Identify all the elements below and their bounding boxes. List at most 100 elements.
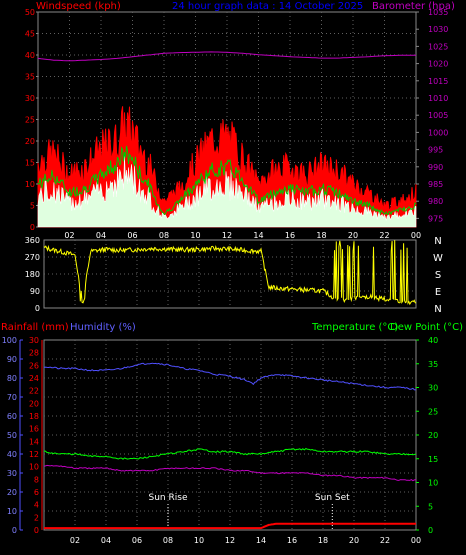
compass-label: N bbox=[434, 236, 441, 247]
time-tick-label: 14 bbox=[256, 536, 266, 545]
dewpoint-axis-title: Dew Point (°C) bbox=[390, 322, 463, 333]
sunset-label: Sun Set bbox=[315, 493, 350, 503]
direction-tick-label: 360 bbox=[25, 236, 40, 245]
time-tick-label: 16 bbox=[285, 231, 295, 240]
time-tick-label: 00 bbox=[411, 536, 421, 545]
rainfall-tick-label: 4 bbox=[34, 501, 39, 510]
temperature-tick-label: 0 bbox=[428, 526, 433, 535]
rainfall-tick-label: 22 bbox=[29, 387, 39, 396]
barometer-tick-label: 1010 bbox=[428, 94, 448, 103]
grid bbox=[44, 340, 416, 530]
windspeed-tick-labels: 0 5 10 15 20 25 30 35 40 45 50 bbox=[25, 8, 38, 232]
windspeed-tick-label: 20 bbox=[25, 137, 35, 146]
compass-label: E bbox=[435, 287, 441, 298]
temperature-tick-label: 30 bbox=[428, 384, 438, 393]
barometer-line bbox=[37, 51, 416, 62]
time-tick-label: 12 bbox=[222, 231, 232, 240]
windspeed-light-area bbox=[37, 155, 417, 228]
time-tick-labels: 02 04 06 08 10 12 14 16 18 20 22 00 bbox=[70, 536, 421, 545]
temperature-tick-label: 10 bbox=[428, 479, 438, 488]
compass-label: N bbox=[434, 304, 441, 315]
windspeed-tick-label: 5 bbox=[30, 202, 35, 211]
time-tick-labels: 02 04 06 08 10 12 14 16 18 20 22 00 bbox=[64, 231, 421, 240]
barometer-tick-label: 980 bbox=[428, 197, 443, 206]
temperature-line bbox=[44, 447, 417, 460]
windspeed-average-line bbox=[37, 145, 417, 216]
humidity-tick-label: 60 bbox=[7, 412, 17, 421]
time-tick-label: 04 bbox=[96, 231, 106, 240]
time-tick-label: 10 bbox=[190, 231, 200, 240]
barometer-tick-label: 975 bbox=[428, 214, 443, 223]
rainfall-tick-label: 14 bbox=[29, 437, 39, 446]
time-tick-label: 20 bbox=[348, 231, 358, 240]
humidity-tick-label: 30 bbox=[7, 469, 17, 478]
barometer-series bbox=[37, 51, 416, 62]
windspeed-tick-label: 15 bbox=[25, 159, 35, 168]
rainfall-tick-label: 6 bbox=[34, 488, 39, 497]
time-tick-label: 20 bbox=[349, 536, 359, 545]
time-tick-label: 08 bbox=[159, 231, 169, 240]
time-tick-label: 04 bbox=[101, 536, 111, 545]
humidity-tick-label: 100 bbox=[2, 336, 17, 345]
barometer-tick-label: 1035 bbox=[428, 8, 448, 17]
time-tick-label: 18 bbox=[318, 536, 328, 545]
direction-tick-label: 270 bbox=[25, 253, 40, 262]
temperature-axis-title: Temperature (°C) bbox=[311, 322, 398, 333]
barometer-tick-label: 1020 bbox=[428, 60, 448, 69]
windspeed-axis-title: Windspeed (kph) bbox=[36, 1, 121, 12]
compass-label: S bbox=[435, 270, 441, 281]
time-tick-label: 02 bbox=[64, 231, 74, 240]
rainfall-tick-label: 24 bbox=[29, 374, 39, 383]
barometer-tick-label: 1015 bbox=[428, 77, 448, 86]
time-tick-label: 08 bbox=[163, 536, 173, 545]
windspeed-tick-label: 30 bbox=[25, 94, 35, 103]
temperature-tick-label: 5 bbox=[428, 502, 433, 511]
humidity-tick-label: 90 bbox=[7, 355, 17, 364]
series-lines bbox=[43, 362, 417, 530]
barometer-tick-labels: 975 980 985 990 995 1000 1005 1010 1015 1020 1025 1… bbox=[416, 8, 448, 223]
humidity-tick-label: 0 bbox=[12, 526, 17, 535]
time-tick-label: 06 bbox=[127, 231, 137, 240]
windspeed-tick-label: 10 bbox=[25, 180, 35, 189]
rainfall-tick-label: 30 bbox=[29, 336, 39, 345]
wind-direction-series bbox=[43, 240, 417, 306]
grid bbox=[44, 240, 416, 308]
humidity-axis-title: Humidity (%) bbox=[70, 322, 136, 333]
temp-humidity-rain-panel: Sun Rise Sun Set 0102030405060708090100 … bbox=[2, 336, 438, 545]
rainfall-tick-label: 8 bbox=[34, 475, 39, 484]
time-tick-label: 02 bbox=[70, 536, 80, 545]
rainfall-tick-label: 10 bbox=[29, 463, 39, 472]
humidity-tick-label: 40 bbox=[7, 450, 17, 459]
windspeed-tick-label: 50 bbox=[25, 8, 35, 17]
rainfall-tick-label: 16 bbox=[29, 425, 39, 434]
rainfall-tick-label: 26 bbox=[29, 361, 39, 370]
rainfall-tick-label: 2 bbox=[34, 513, 39, 522]
sunrise-label: Sun Rise bbox=[149, 493, 188, 503]
windspeed-light-series bbox=[37, 155, 417, 228]
rainfall-tick-label: 12 bbox=[29, 450, 39, 459]
barometer-tick-label: 995 bbox=[428, 146, 443, 155]
temperature-tick-label: 35 bbox=[428, 360, 438, 369]
wind-direction-line bbox=[43, 240, 417, 306]
humidity-tick-label: 70 bbox=[7, 393, 17, 402]
temperature-tick-label: 40 bbox=[428, 336, 438, 345]
rainfall-line bbox=[44, 522, 416, 530]
humidity-line bbox=[43, 362, 417, 391]
direction-tick-label: 0 bbox=[35, 304, 40, 313]
rainfall-tick-label: 0 bbox=[34, 526, 39, 535]
windspeed-tick-label: 35 bbox=[25, 73, 35, 82]
time-tick-label: 10 bbox=[194, 536, 204, 545]
humidity-tick-label: 20 bbox=[7, 488, 17, 497]
humidity-tick-label: 50 bbox=[7, 431, 17, 440]
time-tick-label: 12 bbox=[225, 536, 235, 545]
direction-tick-label: 180 bbox=[25, 270, 40, 279]
barometer-tick-label: 1000 bbox=[428, 128, 448, 137]
graph-title: 24 hour graph data : 14 October 2025 bbox=[172, 1, 363, 12]
windspeed-tick-label: 0 bbox=[30, 223, 35, 232]
humidity-tick-label: 80 bbox=[7, 374, 17, 383]
time-tick-label: 00 bbox=[411, 231, 421, 240]
